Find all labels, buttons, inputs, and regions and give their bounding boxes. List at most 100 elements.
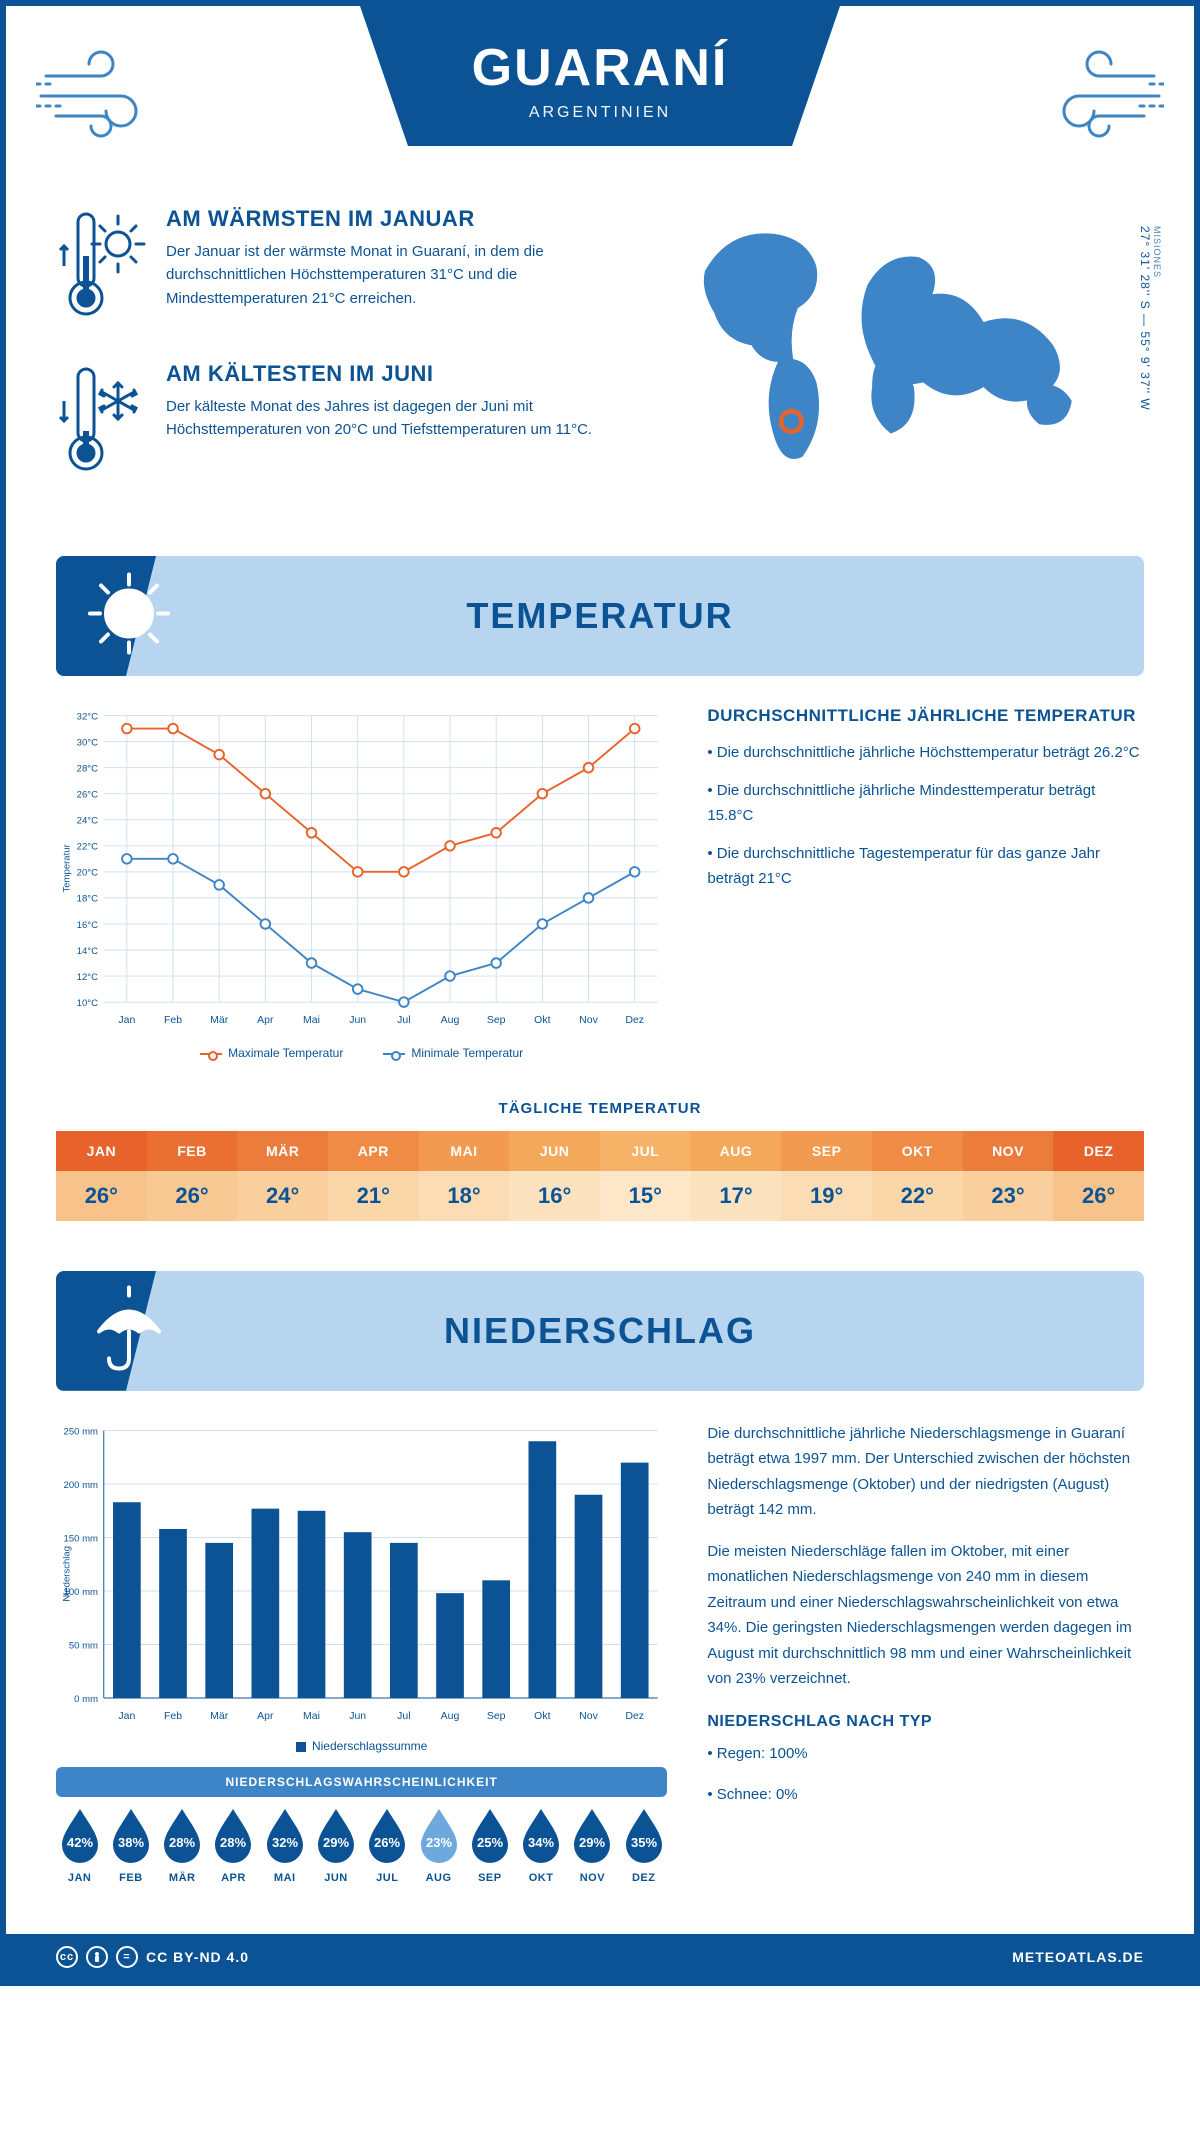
line-chart-container: 10°C12°C14°C16°C18°C20°C22°C24°C26°C28°C… — [56, 706, 667, 1060]
daily-value: 26° — [56, 1171, 147, 1221]
nd-icon: = — [116, 1946, 138, 1968]
svg-text:25%: 25% — [477, 1835, 503, 1850]
svg-text:42%: 42% — [67, 1835, 93, 1850]
svg-text:Dez: Dez — [625, 1710, 644, 1722]
svg-text:Nov: Nov — [579, 1710, 598, 1722]
thermometer-sun-icon — [56, 206, 146, 331]
svg-text:32%: 32% — [272, 1835, 298, 1850]
wind-icon — [1024, 36, 1164, 151]
daily-header: DEZ — [1053, 1131, 1144, 1171]
probability-drop: 23%AUG — [415, 1807, 462, 1884]
temp-info-heading: DURCHSCHNITTLICHE JÄHRLICHE TEMPERATUR — [707, 706, 1144, 726]
precip-type-heading: NIEDERSCHLAG NACH TYP — [707, 1708, 1144, 1735]
svg-text:18°C: 18°C — [77, 894, 98, 905]
site-name: METEOATLAS.DE — [1012, 1949, 1144, 1965]
probability-drop: 32%MAI — [261, 1807, 308, 1884]
bar-chart-legend: Niederschlagssumme — [56, 1739, 667, 1753]
svg-text:Feb: Feb — [164, 1014, 182, 1026]
daily-header: JAN — [56, 1131, 147, 1171]
precip-p1: Die durchschnittliche jährliche Niedersc… — [707, 1421, 1144, 1523]
fact-cold-text: Der kälteste Monat des Jahres ist dagege… — [166, 395, 598, 442]
coords-value: 27° 31' 28'' S — 55° 9' 37'' W — [1138, 226, 1152, 411]
map-column: MISIONES 27° 31' 28'' S — 55° 9' 37'' W — [628, 206, 1144, 516]
daily-header: SEP — [781, 1131, 872, 1171]
svg-text:22°C: 22°C — [77, 842, 98, 853]
svg-text:35%: 35% — [631, 1835, 657, 1850]
svg-text:Sep: Sep — [487, 1710, 506, 1722]
daily-header: MAI — [419, 1131, 510, 1171]
svg-text:32°C: 32°C — [77, 711, 98, 722]
probability-drop: 28%MÄR — [159, 1807, 206, 1884]
svg-text:20°C: 20°C — [77, 868, 98, 879]
license-block: cc = CC BY-ND 4.0 — [56, 1946, 249, 1968]
temperature-row: 10°C12°C14°C16°C18°C20°C22°C24°C26°C28°C… — [6, 676, 1194, 1070]
probability-drop: 29%NOV — [569, 1807, 616, 1884]
probability-drop: 25%SEP — [466, 1807, 513, 1884]
umbrella-icon — [84, 1283, 174, 1378]
probability-drop: 38%FEB — [107, 1807, 154, 1884]
precip-text-column: Die durchschnittliche jährliche Niedersc… — [707, 1421, 1144, 1885]
svg-text:Aug: Aug — [441, 1710, 460, 1722]
page: GUARANÍ ARGENTINIEN — [0, 0, 1200, 1986]
fact-warmest: AM WÄRMSTEN IM JANUAR Der Januar ist der… — [56, 206, 598, 331]
svg-text:Okt: Okt — [534, 1710, 550, 1722]
daily-temp-table: JANFEBMÄRAPRMAIJUNJULAUGSEPOKTNOVDEZ26°2… — [56, 1131, 1144, 1221]
coordinates: MISIONES 27° 31' 28'' S — 55° 9' 37'' W — [1138, 226, 1162, 411]
legend-min: Minimale Temperatur — [411, 1046, 523, 1060]
svg-text:Apr: Apr — [257, 1014, 274, 1026]
svg-text:16°C: 16°C — [77, 920, 98, 931]
svg-text:34%: 34% — [528, 1835, 554, 1850]
temp-info-b2: • Die durchschnittliche jährliche Mindes… — [707, 778, 1144, 829]
svg-text:10°C: 10°C — [77, 998, 98, 1009]
legend-max: Maximale Temperatur — [228, 1046, 343, 1060]
temperature-line-chart: 10°C12°C14°C16°C18°C20°C22°C24°C26°C28°C… — [56, 706, 667, 1031]
daily-header: FEB — [147, 1131, 238, 1171]
world-map-icon — [628, 206, 1144, 466]
cc-icon: cc — [56, 1946, 78, 1968]
daily-header: JUN — [509, 1131, 600, 1171]
svg-text:12°C: 12°C — [77, 972, 98, 983]
daily-value: 26° — [147, 1171, 238, 1221]
precip-rain: • Regen: 100% — [707, 1741, 1144, 1767]
line-chart-legend: Maximale Temperatur Minimale Temperatur — [56, 1046, 667, 1060]
svg-text:29%: 29% — [323, 1835, 349, 1850]
country-subtitle: ARGENTINIEN — [450, 104, 750, 122]
precip-snow: • Schnee: 0% — [707, 1782, 1144, 1808]
sun-icon — [84, 569, 174, 664]
temperature-heading: TEMPERATUR — [466, 595, 733, 637]
probability-drop: 26%JUL — [364, 1807, 411, 1884]
svg-text:Jul: Jul — [397, 1014, 410, 1026]
temp-info-b1: • Die durchschnittliche jährliche Höchst… — [707, 740, 1144, 766]
daily-value: 16° — [509, 1171, 600, 1221]
svg-text:28°C: 28°C — [77, 763, 98, 774]
svg-text:Sep: Sep — [487, 1014, 506, 1026]
svg-text:Mai: Mai — [303, 1014, 320, 1026]
probability-drop: 28%APR — [210, 1807, 257, 1884]
daily-temp-title: TÄGLICHE TEMPERATUR — [6, 1100, 1194, 1117]
precip-heading: NIEDERSCHLAG — [444, 1310, 756, 1352]
svg-text:Jan: Jan — [118, 1710, 135, 1722]
thermometer-snow-icon — [56, 361, 146, 486]
svg-text:250 mm: 250 mm — [64, 1426, 99, 1437]
daily-header: JUL — [600, 1131, 691, 1171]
svg-text:0 mm: 0 mm — [74, 1694, 98, 1705]
daily-value: 24° — [237, 1171, 328, 1221]
section-banner-precip: NIEDERSCHLAG — [56, 1271, 1144, 1391]
probability-drops: 42%JAN38%FEB28%MÄR28%APR32%MAI29%JUN26%J… — [56, 1807, 667, 1884]
by-icon — [86, 1946, 108, 1968]
facts-column: AM WÄRMSTEN IM JANUAR Der Januar ist der… — [56, 206, 598, 516]
title-banner: GUARANÍ ARGENTINIEN — [360, 6, 840, 146]
fact-cold-title: AM KÄLTESTEN IM JUNI — [166, 361, 598, 387]
svg-text:Jun: Jun — [349, 1014, 366, 1026]
daily-value: 18° — [419, 1171, 510, 1221]
footer: cc = CC BY-ND 4.0 METEOATLAS.DE — [6, 1934, 1194, 1980]
daily-value: 26° — [1053, 1171, 1144, 1221]
svg-text:Jun: Jun — [349, 1710, 366, 1722]
svg-text:200 mm: 200 mm — [64, 1480, 99, 1491]
temp-info-b3: • Die durchschnittliche Tagestemperatur … — [707, 841, 1144, 892]
daily-value: 17° — [691, 1171, 782, 1221]
bar-legend-label: Niederschlagssumme — [312, 1739, 427, 1753]
fact-coldest: AM KÄLTESTEN IM JUNI Der kälteste Monat … — [56, 361, 598, 486]
svg-text:Feb: Feb — [164, 1710, 182, 1722]
svg-text:50 mm: 50 mm — [69, 1640, 98, 1651]
